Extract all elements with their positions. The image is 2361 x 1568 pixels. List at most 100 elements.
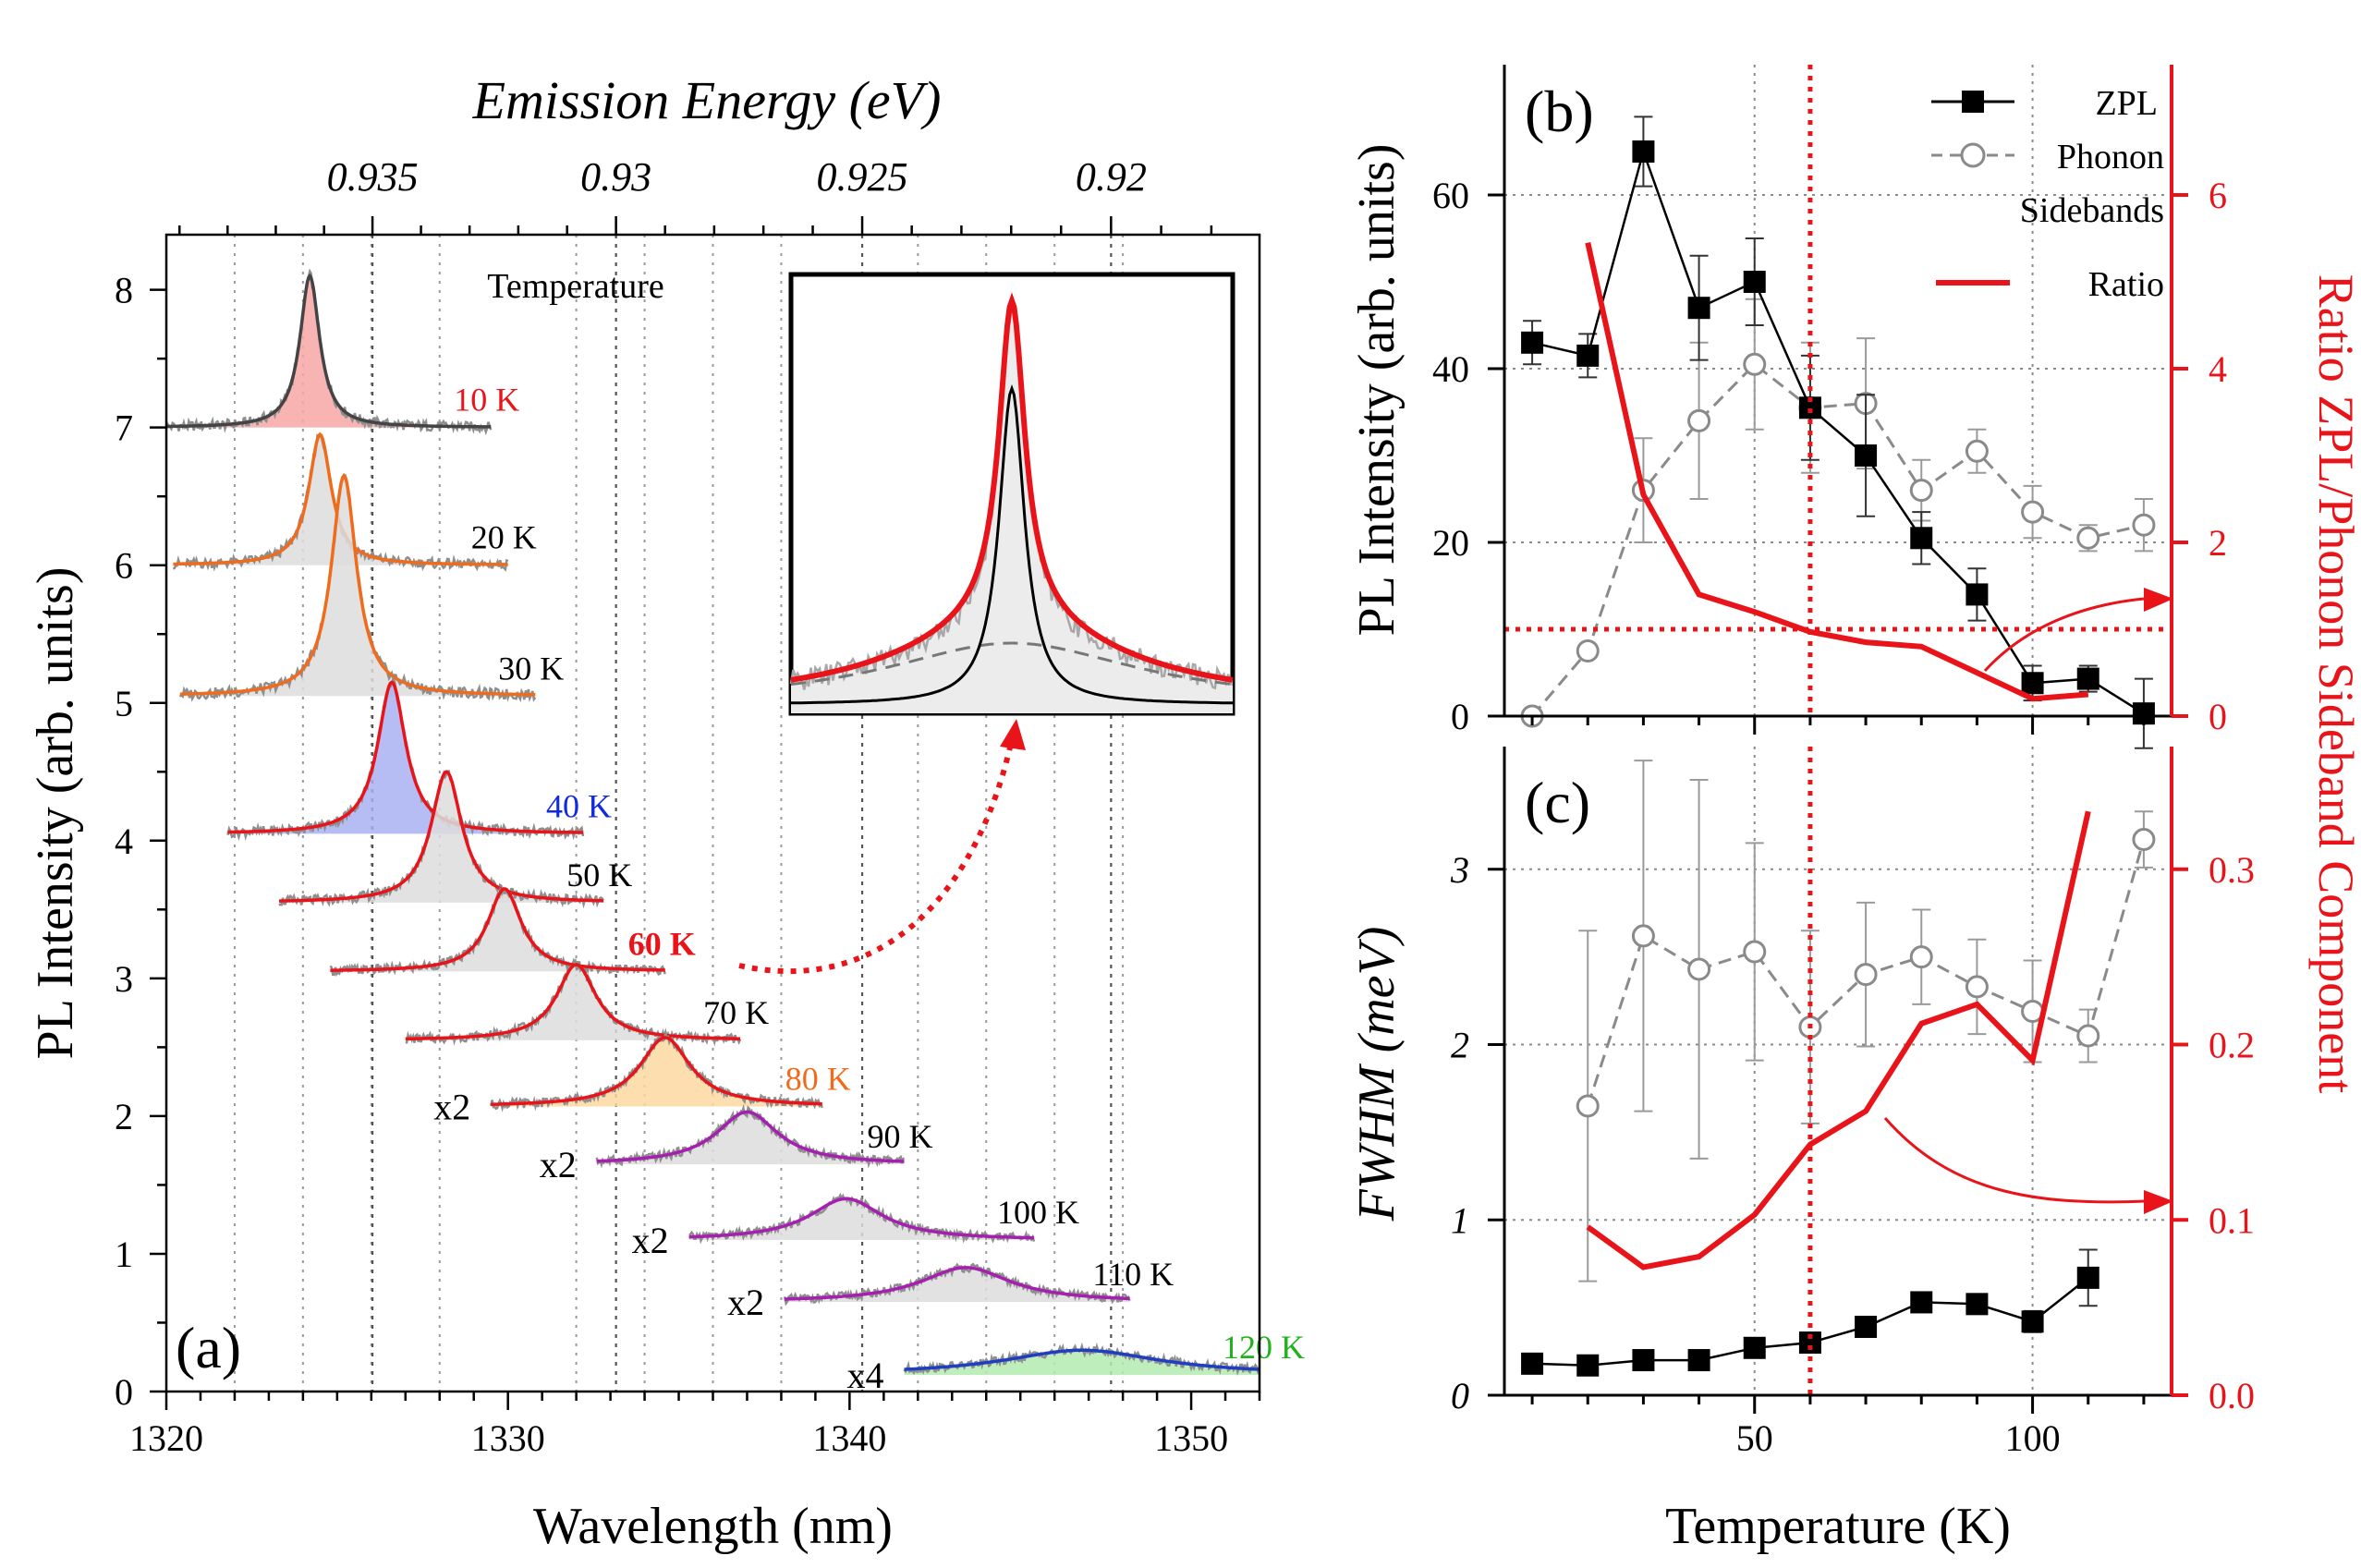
y2-tick-label: 0 xyxy=(2209,696,2227,737)
spectrum-fill xyxy=(278,772,604,903)
y2-tick-label: 6 xyxy=(2209,175,2227,216)
spectrum-fill xyxy=(491,1038,822,1107)
x-tick-label: 100 xyxy=(2005,1417,2061,1459)
zpl-point xyxy=(1965,583,1989,606)
top-tick-label: 0.925 xyxy=(817,154,908,200)
zpl-point xyxy=(2021,672,2044,695)
legend-label: Phonon xyxy=(2057,138,2164,176)
sideband-point xyxy=(1576,639,1600,662)
scale-factor-label: x2 xyxy=(540,1144,577,1185)
sideband-point xyxy=(1965,975,1989,999)
temperature-label: 60 K xyxy=(628,925,696,962)
axis-arrow xyxy=(1983,597,2145,673)
ratio-line xyxy=(1586,810,2091,1270)
y-tick-label: 0 xyxy=(1451,696,1469,737)
y-tick-label: 8 xyxy=(115,270,133,311)
y-tick-label: 3 xyxy=(1450,849,1469,891)
sideband-point xyxy=(1576,1094,1600,1118)
legend-label: Sidebands xyxy=(2020,191,2164,230)
panel-label: (b) xyxy=(1525,79,1594,144)
zpl-point xyxy=(1576,344,1600,367)
panel-b: 0 20 40 60 0 2 4 6 (b) PL Intensity (arb. units) R… xyxy=(1348,65,2361,1093)
legend-sideband-marker xyxy=(1960,142,1986,168)
sideband-point xyxy=(2076,1024,2100,1048)
spectrum-fit xyxy=(785,1266,1130,1301)
panel-label: (a) xyxy=(176,1315,241,1380)
spectrum-fit xyxy=(688,1197,1035,1240)
spectrum-data xyxy=(489,1028,823,1112)
spectrum-fill xyxy=(166,275,492,428)
y-axis-title: PL Intensity (arb. units) xyxy=(1348,144,1406,637)
temperature-label: 110 K xyxy=(1093,1256,1174,1293)
spectrum-fill xyxy=(596,1112,905,1165)
temperature-label: 120 K xyxy=(1223,1329,1305,1366)
spectrum-fit xyxy=(166,273,492,429)
y-tick-label: 7 xyxy=(115,407,133,449)
temperature-label: 30 K xyxy=(498,650,564,687)
scale-factor-label: x2 xyxy=(632,1220,669,1261)
zpl-point xyxy=(1632,1349,1655,1372)
inset-zoom xyxy=(738,272,1235,974)
spectrum-fill xyxy=(179,475,536,697)
zpl-point xyxy=(1910,527,1933,550)
spectrum-fit xyxy=(330,887,665,972)
inset-total-fit xyxy=(790,292,1234,683)
sideband-point xyxy=(1909,479,1933,503)
y-tick-label: 1 xyxy=(1451,1199,1469,1241)
y-tick-label: 4 xyxy=(115,820,133,862)
y2-axis-title: Ratio ZPL/Phonon Sideband Component xyxy=(2308,274,2361,1094)
zpl-point xyxy=(1632,140,1655,163)
top-tick-label: 0.92 xyxy=(1076,154,1147,200)
legend-label: Ratio xyxy=(2088,265,2164,304)
temperature-label: 100 K xyxy=(997,1194,1079,1231)
y-tick-label: 0 xyxy=(115,1371,133,1413)
y2-tick-label: 0.0 xyxy=(2209,1375,2255,1416)
temperature-label: 90 K xyxy=(868,1118,933,1155)
top-axis-title: Emission Energy (eV) xyxy=(472,70,942,130)
temperature-label: 50 K xyxy=(566,857,632,893)
sideband-point xyxy=(2132,513,2156,537)
x-tick-label: 1330 xyxy=(471,1417,545,1459)
x-tick-label: 1320 xyxy=(129,1417,203,1459)
scale-factor-label: x4 xyxy=(847,1355,884,1396)
panel-a: 10 K 20 K 30 K 40 K 50 K 60 K70 K 80 K x2 90 K x2… xyxy=(27,70,1305,1555)
zpl-point xyxy=(1910,1291,1933,1314)
sideband-point xyxy=(1687,408,1711,432)
y-tick-label: 6 xyxy=(115,545,133,587)
x-tick-label: 1350 xyxy=(1154,1417,1228,1459)
spectrum-fill xyxy=(227,682,584,834)
panel-label: (c) xyxy=(1525,770,1590,835)
sideband-point xyxy=(2021,500,2045,524)
y-tick-label: 3 xyxy=(115,958,133,1000)
legend-label: ZPL xyxy=(2095,84,2158,123)
y-tick-label: 40 xyxy=(1432,348,1469,390)
axis-arrow xyxy=(1883,1117,2145,1204)
spectrum-fit xyxy=(227,680,584,834)
sideband-point xyxy=(1965,439,1989,463)
y-tick-label: 2 xyxy=(1451,1025,1469,1066)
sideband-point xyxy=(1631,924,1655,948)
y-tick-label: 0 xyxy=(1451,1375,1469,1416)
y-tick-label: 60 xyxy=(1432,175,1469,216)
top-tick-label: 0.935 xyxy=(327,154,419,200)
zpl-point xyxy=(1965,1293,1989,1316)
spectrum-fit xyxy=(596,1110,905,1163)
spectrum-fit xyxy=(279,770,604,903)
zpl-point xyxy=(2076,1266,2099,1289)
temperature-label: 70 K xyxy=(703,994,769,1031)
axis-arrow-head xyxy=(2144,588,2173,612)
spectrum-fit xyxy=(491,1036,822,1106)
sideband-point xyxy=(1687,957,1711,981)
y-tick-label: 20 xyxy=(1432,522,1469,564)
sideband-point xyxy=(2076,526,2100,550)
y-tick-label: 1 xyxy=(115,1234,133,1275)
zoom-arrow xyxy=(738,738,1015,974)
x-tick-label: 1340 xyxy=(812,1417,886,1459)
y2-tick-label: 0.2 xyxy=(2209,1025,2255,1066)
x-axis-title: Temperature (K) xyxy=(1665,1498,2011,1555)
sideband-point xyxy=(1743,940,1767,964)
y2-tick-label: 2 xyxy=(2209,522,2227,564)
zpl-point xyxy=(1576,1354,1600,1377)
spectrum-fit xyxy=(405,963,741,1041)
